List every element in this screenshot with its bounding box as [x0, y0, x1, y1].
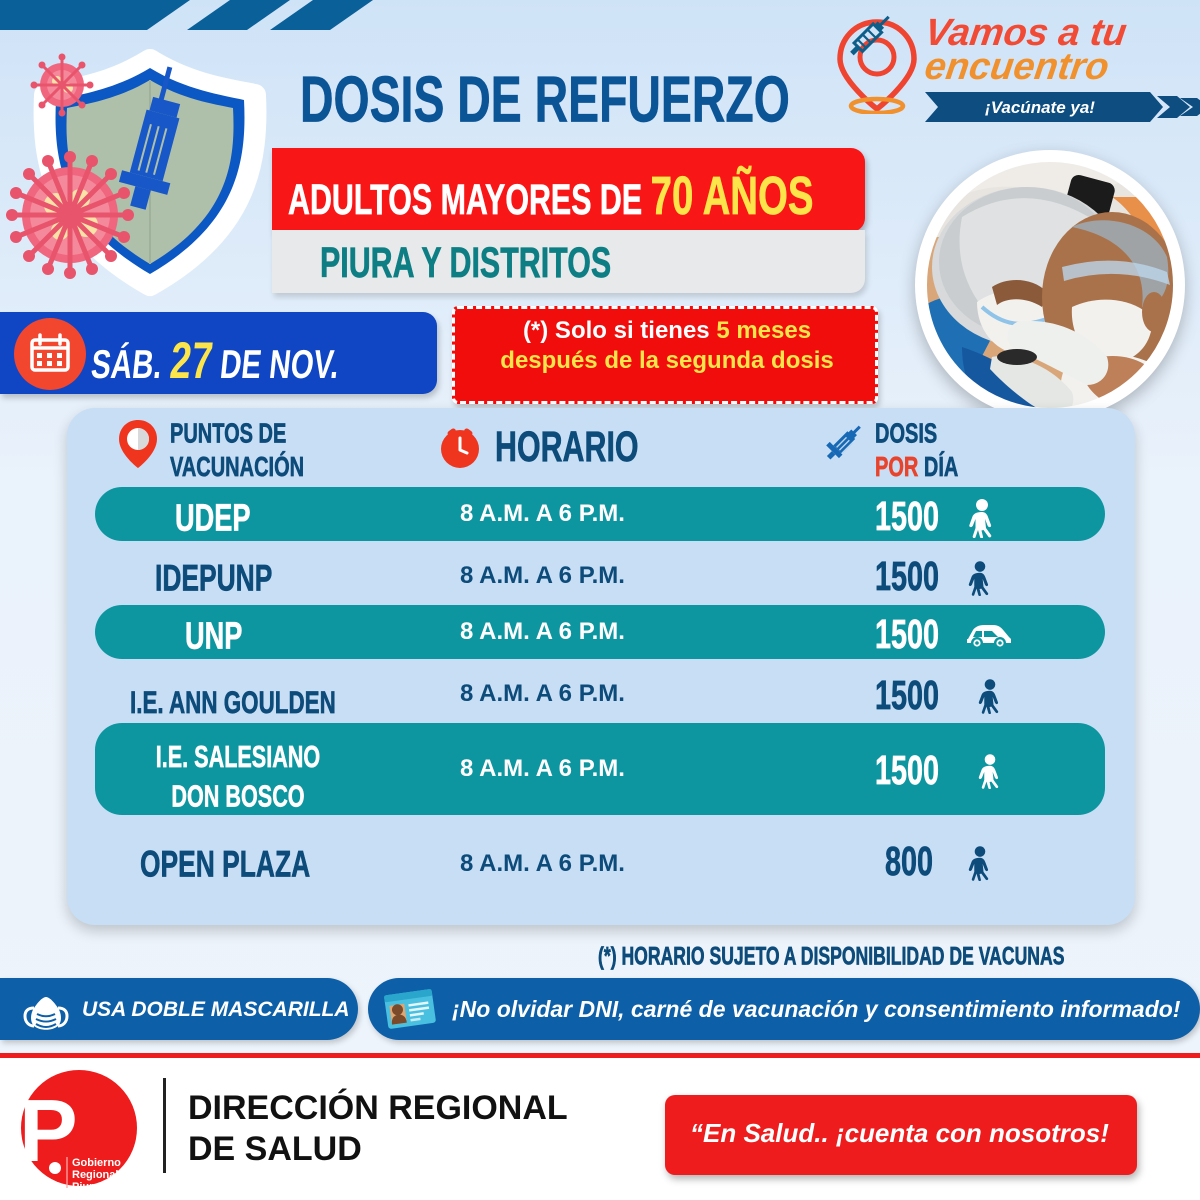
svg-text:Gobierno: Gobierno	[72, 1157, 121, 1169]
svg-text:¡Vacúnate ya!: ¡Vacúnate ya!	[985, 98, 1095, 117]
svg-text:Piura: Piura	[72, 1181, 100, 1188]
svg-text:P: P	[19, 1081, 78, 1180]
svg-text:Regional: Regional	[72, 1169, 118, 1181]
